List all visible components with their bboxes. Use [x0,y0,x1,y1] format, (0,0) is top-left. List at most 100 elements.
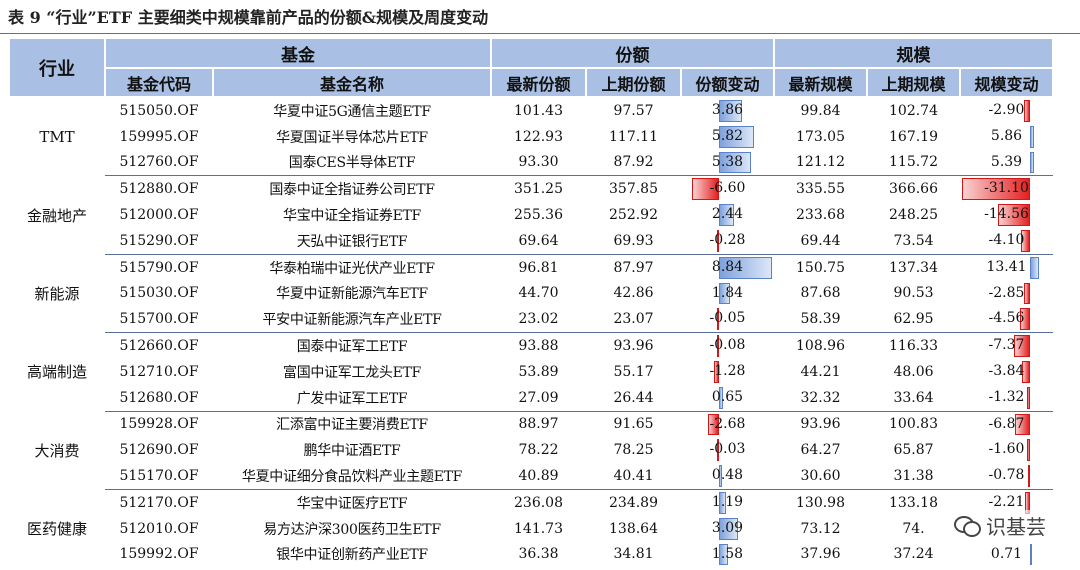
share-prev-cell: 40.41 [586,463,681,490]
fund-code-cell: 512170.OF [119,494,199,511]
share-change-cell-bar-negative [717,308,719,331]
share-prev-cell: 69.93 [586,227,681,255]
share-change-cell: 1.84 [681,281,774,307]
share-latest-cell: 93.30 [491,149,586,177]
scale-prev-cell: 90.53 [893,285,934,302]
scale-prev-cell: 167.19 [889,128,938,145]
share-change-cell-bar-negative [708,413,719,436]
header-share-prev: 上期份额 [585,67,682,98]
scale-change-cell-value: 5.39 [990,153,1023,170]
share-change-cell: 0.48 [681,463,774,490]
fund-code-cell: 159995.OF [119,128,199,145]
fund-code-cell: 512690.OF [119,442,199,459]
share-change-cell-bar-positive [719,543,729,566]
scale-change-cell-value: -6.87 [988,415,1025,432]
share-change-cell-bar-positive [719,465,722,487]
scale-change-cell: -14.56 [960,202,1053,228]
fund-name-cell: 华夏中证细分食品饮料产业主题ETF [213,463,491,490]
scale-change-cell-bar-negative [1021,229,1030,252]
share-change-cell-value: 3.09 [711,519,744,536]
share-change-cell-bar-positive [719,386,723,409]
table-row: 159995.OF 华夏国证半导体芯片ETF 122.93 117.11 5.82 173… [9,124,1053,150]
fund-code-cell: 515030.OF [119,285,199,302]
table-row: 159992.OF 银华中证创新药产业ETF 36.38 34.81 1.58 37.96… [9,542,1053,568]
scale-prev-cell: 31.38 [867,463,960,490]
fund-name-cell: 银华中证创新药产业ETF [276,547,428,564]
industry-cell: 高端制造 [26,363,87,382]
share-change-cell: -0.28 [681,227,774,255]
industry-cell: 新能源 [34,284,80,303]
scale-change-cell-bar-negative [962,178,1030,201]
scale-latest-cell: 335.55 [796,181,845,198]
scale-prev-cell: 116.33 [889,338,938,355]
share-latest-cell: 236.08 [514,494,563,511]
share-change-cell: 3.86 [681,97,774,124]
share-change-cell-value: 0.65 [711,388,744,405]
scale-change-cell-value: -31.10 [984,180,1029,197]
scale-change-cell-bar-positive [1030,125,1034,148]
share-change-cell-bar-positive [719,491,727,514]
scale-change-cell-bar-negative [998,204,1030,226]
fund-name-cell: 汇添富中证主要消费ETF [276,417,428,434]
scale-prev-cell: 100.83 [889,416,938,433]
scale-change-cell-bar-negative [1013,335,1030,357]
share-change-cell-bar-negative [717,229,719,252]
fund-name-cell: 广发中证军工ETF [213,384,491,412]
scale-prev-cell: 62.95 [867,306,960,334]
scale-change-cell: -2.90 [960,97,1053,124]
scale-latest-cell: 121.12 [774,149,867,177]
share-change-cell-bar-positive [719,125,754,148]
fund-name-cell: 华宝中证医疗ETF [296,495,408,512]
share-prev-cell: 357.85 [609,181,658,198]
scale-prev-cell: 137.34 [889,259,938,276]
share-change-cell: -0.05 [681,306,774,334]
share-prev-cell: 34.81 [613,546,654,563]
scale-prev-cell: 115.72 [867,149,960,177]
scale-change-cell-value: -7.37 [988,337,1025,354]
fund-code-cell: 159928.OF [119,416,199,433]
share-change-cell-bar-positive [719,151,752,174]
header-share-latest: 最新份额 [490,67,587,98]
scale-change-cell: 0.71 [960,542,1053,568]
scale-prev-cell: 366.66 [889,181,938,198]
fund-code-cell: 515290.OF [105,227,213,255]
scale-change-cell: 13.41 [960,254,1053,280]
table-row: 512760.OF 国泰CES半导体ETF 93.30 87.92 5.38 121.12… [9,149,1053,177]
header-scale-change: 规模变动 [959,67,1054,98]
fund-name-cell: 国泰CES半导体ETF [213,149,491,177]
scale-change-cell-value: -2.21 [988,493,1025,510]
share-latest-cell: 53.89 [518,363,559,380]
industry-cell: 医药健康 [26,519,87,538]
share-latest-cell: 351.25 [514,181,563,198]
table-row: 512690.OF 鹏华中证酒ETF 78.22 78.25 -0.03 64.27 65.… [9,437,1053,463]
scale-latest-cell: 93.96 [800,416,841,433]
scale-latest-cell: 73.12 [800,520,841,537]
fund-name-cell: 华宝中证全指证券ETF [283,208,421,225]
share-latest-cell: 122.93 [514,128,563,145]
share-change-cell-value: 5.82 [711,127,744,144]
table-caption: 表 9 “行业”ETF 主要细类中规模靠前产品的份额&规模及周度变动 [8,8,489,27]
caption-rule [0,33,1080,34]
header-code: 基金代码 [104,67,214,98]
fund-code-cell: 512000.OF [119,207,199,224]
fund-name-cell: 鹏华中证酒ETF [303,443,401,460]
share-change-cell-value: -0.28 [709,231,746,248]
scale-prev-cell: 133.18 [889,494,938,511]
share-prev-cell: 78.25 [613,442,654,459]
share-change-cell-bar-positive [719,100,743,122]
share-latest-cell: 96.81 [518,259,559,276]
scale-change-cell: 5.39 [960,149,1053,177]
scale-prev-cell: 33.64 [867,384,960,412]
share-change-cell-bar-positive [719,517,738,540]
fund-name-cell: 易方达沪深300医药卫生ETF [263,521,441,538]
share-latest-cell: 78.22 [518,442,559,459]
scale-latest-cell: 44.21 [800,363,841,380]
scale-change-cell-value: -3.84 [988,362,1025,379]
share-prev-cell: 117.11 [609,128,658,145]
scale-change-cell: -2.85 [960,281,1053,307]
share-change-cell-bar-positive [719,256,772,279]
header-share-change: 份额变动 [680,67,775,98]
share-change-cell: 5.38 [681,149,774,177]
share-prev-cell: 97.57 [613,102,654,119]
fund-code-cell: 515790.OF [119,259,199,276]
